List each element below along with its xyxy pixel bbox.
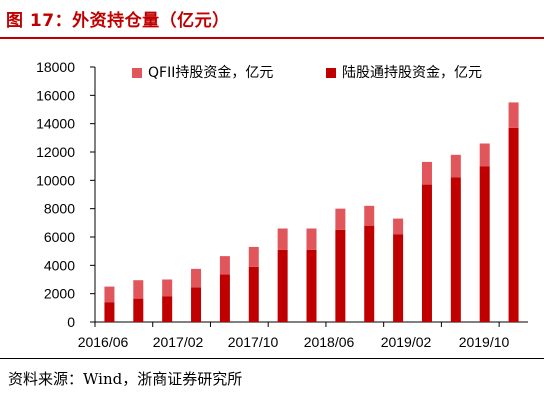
- bar-qfii: [335, 208, 346, 230]
- x-tick-label: 2019/02: [381, 334, 432, 350]
- legend-swatch-northbound: [326, 68, 336, 78]
- legend-label-qfii: QFII持股资金，亿元: [148, 65, 274, 81]
- bar-qfii: [162, 279, 173, 297]
- bar-northbound: [219, 274, 230, 322]
- legend-item-qfii: QFII持股资金，亿元: [132, 62, 273, 82]
- source-rule: [0, 358, 544, 359]
- bar-qfii: [219, 256, 230, 275]
- bar-qfii: [277, 228, 288, 250]
- y-tick-label: 12000: [36, 144, 75, 160]
- title-rule: [0, 37, 544, 39]
- bar-qfii: [479, 143, 490, 167]
- bar-qfii: [450, 154, 461, 178]
- bar-northbound: [248, 266, 259, 322]
- bar-qfii: [393, 218, 404, 235]
- bar-qfii: [248, 246, 259, 267]
- legend-label-northbound: 陆股通持股资金，亿元: [342, 65, 482, 81]
- bar-qfii: [104, 286, 115, 303]
- y-tick-label: 10000: [36, 172, 75, 188]
- figure-title: 图 17：外资持仓量（亿元）: [6, 11, 230, 31]
- y-tick-label: 18000: [36, 59, 75, 75]
- y-tick-label: 16000: [36, 87, 75, 103]
- y-tick-label: 2000: [44, 286, 75, 302]
- y-tick-label: 4000: [44, 257, 75, 273]
- y-tick-label: 6000: [44, 229, 75, 245]
- stacked-bar-chart: 0 2000 4000 6000 8000 10000 12000 14000 16000 180…: [36, 59, 528, 350]
- x-tick-label: 2017/10: [228, 334, 279, 350]
- bar-northbound: [364, 225, 375, 322]
- legend-swatch-qfii: [132, 68, 142, 78]
- bar-northbound: [306, 249, 317, 322]
- bar-northbound: [191, 287, 202, 322]
- bar-northbound: [133, 298, 144, 322]
- bar-qfii: [421, 161, 432, 185]
- bar-northbound: [335, 229, 346, 322]
- source-note: 资料来源：Wind，浙商证券研究所: [8, 370, 243, 388]
- y-tick-label: 8000: [44, 201, 75, 217]
- bar-northbound: [393, 234, 404, 322]
- bar-northbound: [450, 177, 461, 322]
- x-tick-label: 2019/10: [459, 334, 510, 350]
- x-tick-label: 2018/06: [304, 334, 355, 350]
- bar-qfii: [306, 228, 317, 250]
- legend-item-northbound: 陆股通持股资金，亿元: [326, 62, 482, 82]
- y-tick-label: 0: [67, 314, 75, 330]
- y-tick-label: 14000: [36, 116, 75, 132]
- bar-northbound: [277, 249, 288, 322]
- bar-northbound: [104, 302, 115, 322]
- bar-qfii: [133, 280, 144, 299]
- bar-qfii: [191, 268, 202, 288]
- bar-northbound: [421, 184, 432, 322]
- bar-qfii: [508, 102, 519, 128]
- bar-northbound: [508, 127, 519, 323]
- bar-qfii: [364, 205, 375, 226]
- x-tick-label: 2016/06: [78, 334, 129, 350]
- x-tick-label: 2017/02: [153, 334, 204, 350]
- bar-northbound: [479, 166, 490, 322]
- bar-northbound: [162, 296, 173, 322]
